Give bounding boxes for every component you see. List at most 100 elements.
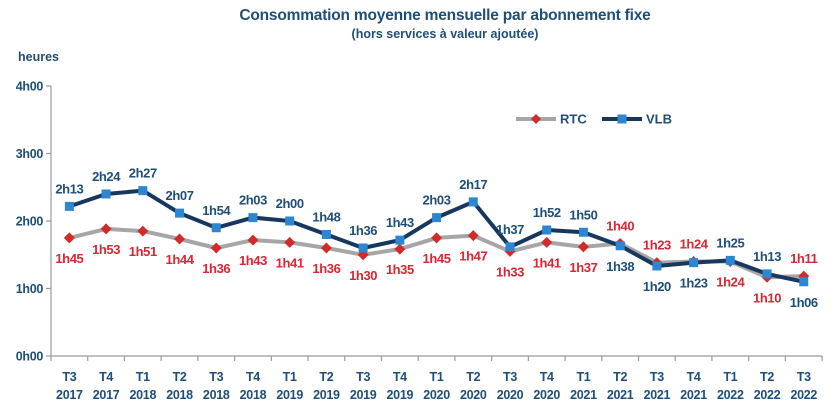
x-tick-label-quarter: T3 <box>503 370 517 384</box>
x-tick-label-year: 2019 <box>313 388 340 402</box>
x-tick-label-quarter: T2 <box>319 370 333 384</box>
x-tick-label-quarter: T2 <box>466 370 480 384</box>
vlb-marker-square <box>101 189 111 199</box>
y-tick-label: 2h00 <box>16 215 44 229</box>
rtc-data-label: 1h51 <box>129 244 157 259</box>
vlb-data-label: 2h13 <box>55 181 83 196</box>
x-tick-label-year: 2019 <box>276 388 303 402</box>
x-tick-label-year: 2020 <box>497 388 524 402</box>
vlb-data-label: 1h23 <box>680 276 708 291</box>
x-tick-label-year: 2018 <box>203 388 230 402</box>
x-tick-label-quarter: T1 <box>136 370 150 384</box>
vlb-marker-square <box>395 235 405 245</box>
x-tick-label-quarter: T2 <box>613 370 627 384</box>
x-tick-label-quarter: T3 <box>209 370 223 384</box>
rtc-data-label: 1h11 <box>790 251 817 266</box>
x-tick-label-quarter: T1 <box>430 370 444 384</box>
vlb-data-label: 2h24 <box>92 169 121 184</box>
rtc-marker-diamond <box>174 233 186 245</box>
vlb-marker-square <box>321 230 331 239</box>
vlb-data-label: 1h36 <box>349 223 377 238</box>
x-tick-label-year: 2017 <box>93 388 120 402</box>
rtc-data-label: 1h45 <box>55 251 83 266</box>
x-tick-label-year: 2022 <box>754 388 781 402</box>
x-tick-label-year: 2021 <box>644 388 671 402</box>
vlb-marker-square <box>468 197 478 207</box>
vlb-data-label: 1h48 <box>312 210 340 225</box>
rtc-data-label: 1h45 <box>423 251 451 266</box>
x-tick-label-quarter: T1 <box>723 370 737 384</box>
rtc-marker-diamond <box>247 234 259 246</box>
vlb-marker-square <box>689 258 699 268</box>
rtc-marker-diamond <box>541 236 553 248</box>
y-tick-label: 4h00 <box>16 80 44 94</box>
vlb-data-label: 2h27 <box>129 166 157 181</box>
y-tick-label: 1h00 <box>16 282 44 296</box>
rtc-marker-diamond <box>394 243 406 255</box>
rtc-data-label: 1h24 <box>716 275 745 290</box>
vlb-data-label: 1h25 <box>716 235 744 250</box>
x-tick-label-year: 2019 <box>387 388 414 402</box>
vlb-marker-square <box>799 277 809 287</box>
vlb-data-label: 2h03 <box>239 193 267 208</box>
vlb-marker-square <box>505 242 515 252</box>
vlb-marker-square <box>138 186 148 196</box>
rtc-marker-diamond <box>284 236 296 248</box>
y-tick-label: 0h00 <box>16 350 44 364</box>
vlb-marker-square <box>762 269 772 279</box>
rtc-marker-diamond <box>63 232 75 244</box>
x-tick-label-quarter: T3 <box>62 370 76 384</box>
x-tick-label-year: 2020 <box>460 388 487 402</box>
x-tick-label-quarter: T3 <box>356 370 370 384</box>
vlb-marker-square <box>615 241 625 251</box>
rtc-data-label: 1h24 <box>680 237 709 252</box>
vlb-data-label: 2h03 <box>423 193 451 208</box>
chart-subtitle: (hors services à valeur ajoutée) <box>351 27 539 41</box>
vlb-marker-square <box>358 243 368 253</box>
rtc-data-label: 1h44 <box>166 252 195 267</box>
rtc-data-label: 1h36 <box>312 261 340 276</box>
rtc-data-label: 1h47 <box>459 249 487 264</box>
rtc-marker-diamond <box>100 223 112 235</box>
rtc-data-label: 1h53 <box>92 242 120 257</box>
rtc-data-label: 1h41 <box>533 255 561 270</box>
rtc-data-label: 1h33 <box>496 264 524 279</box>
x-tick-label-year: 2021 <box>607 388 634 402</box>
vlb-data-label: 1h06 <box>790 295 818 310</box>
x-tick-label-year: 2021 <box>570 388 597 402</box>
x-tick-label-quarter: T1 <box>283 370 297 384</box>
rtc-marker-diamond <box>320 242 332 254</box>
vlb-data-label: 2h00 <box>276 196 304 211</box>
vlb-data-label: 1h20 <box>643 279 671 294</box>
x-tick-label-quarter: T2 <box>760 370 774 384</box>
rtc-data-label: 1h30 <box>349 268 377 283</box>
vlb-marker-square <box>432 213 442 223</box>
x-tick-label-year: 2019 <box>350 388 377 402</box>
rtc-data-label: 1h36 <box>202 261 230 276</box>
rtc-marker-diamond <box>431 232 443 244</box>
x-tick-label-year: 2021 <box>680 388 707 402</box>
vlb-data-label: 1h38 <box>606 259 634 274</box>
rtc-data-label: 1h23 <box>643 238 671 253</box>
vlb-data-label: 2h07 <box>166 188 194 203</box>
y-tick-label: 3h00 <box>16 147 44 161</box>
x-tick-label-quarter: T1 <box>576 370 590 384</box>
x-tick-label-year: 2022 <box>717 388 744 402</box>
vlb-marker-square <box>175 208 185 218</box>
vlb-marker-square <box>542 225 552 235</box>
vlb-marker-square <box>248 213 258 223</box>
x-tick-label-year: 2017 <box>56 388 83 402</box>
rtc-data-label: 1h43 <box>239 253 267 268</box>
legend-rtc-marker <box>531 114 541 124</box>
legend-vlb-marker <box>617 114 627 124</box>
legend-vlb-label: VLB <box>646 112 672 127</box>
vlb-data-label: 1h43 <box>386 215 414 230</box>
rtc-marker-diamond <box>210 242 222 254</box>
x-tick-label-year: 2020 <box>423 388 450 402</box>
x-tick-label-quarter: T2 <box>173 370 187 384</box>
rtc-data-label: 1h41 <box>276 255 304 270</box>
x-tick-label-year: 2018 <box>166 388 193 402</box>
vlb-data-label: 1h54 <box>202 203 231 218</box>
